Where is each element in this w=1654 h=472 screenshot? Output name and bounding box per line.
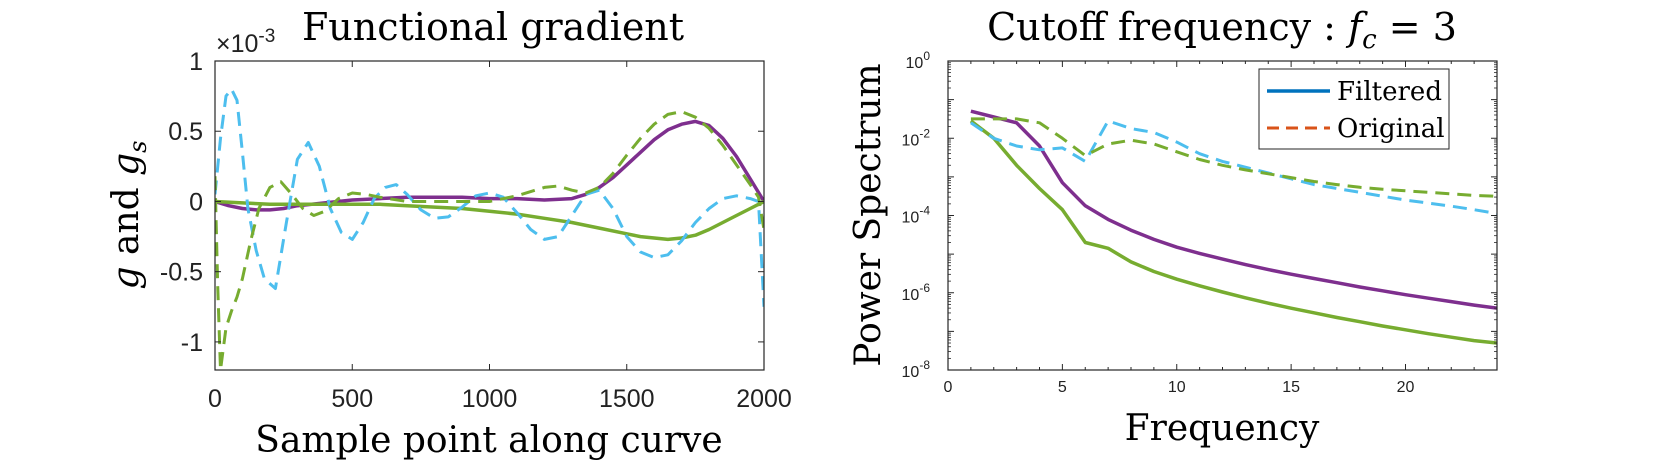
left-series-line-0	[215, 119, 764, 212]
right-ticks: 0 5 10 15 20 100 10-2 10-4 10-6 10-8	[902, 49, 1498, 396]
ylabel-sub-s: s	[124, 140, 152, 152]
right-chart: Cutoff frequency : fc = 3 0 5 10 15 20 100 10-…	[848, 5, 1498, 449]
exponent-label-base: ×10	[216, 30, 258, 58]
left-y-tick-label: -0.5	[160, 259, 203, 287]
right-chart-title: Cutoff frequency : fc = 3	[987, 5, 1457, 55]
right-x-tick-label: 15	[1282, 379, 1300, 396]
left-axes-box	[214, 60, 765, 371]
legend-filtered-label: Filtered	[1337, 77, 1442, 107]
right-y-axis-label: Power Spectrum	[848, 63, 889, 366]
right-series-line-0	[970, 109, 1497, 310]
left-y-tick-label: 0.5	[168, 118, 203, 146]
left-x-tick-label: 500	[331, 385, 373, 413]
right-title-sub: c	[1362, 25, 1377, 55]
right-y-tick-label: 10-8	[902, 358, 931, 381]
right-x-tick-label: 5	[1058, 379, 1067, 396]
left-x-tick-label: 1500	[599, 385, 655, 413]
left-plot-area	[215, 87, 764, 370]
left-chart: Functional gradient ×10-3 0 500 1000 1500 20…	[106, 5, 792, 461]
left-ticks: 0 500 1000 1500 2000 1 0.5 0 -0.5 -1	[160, 48, 792, 413]
right-plot-area	[969, 109, 1497, 345]
exponent-label: ×10-3	[216, 26, 275, 58]
legend-box	[1258, 68, 1450, 150]
left-chart-title: Functional gradient	[302, 5, 684, 49]
right-x-tick-label: 0	[944, 379, 953, 396]
right-series-line-2	[970, 119, 1497, 216]
right-y-tick-label: 10-2	[902, 126, 931, 149]
right-title-prefix: Cutoff frequency :	[987, 5, 1348, 49]
left-y-axis-label: g and gs	[106, 140, 152, 289]
ylabel-and: and	[106, 176, 147, 267]
left-series-line-2	[215, 87, 764, 307]
left-y-tick-label: -1	[181, 329, 203, 357]
right-x-axis-label: Frequency	[1125, 408, 1320, 449]
left-x-axis-label: Sample point along curve	[255, 420, 722, 461]
ylabel-g: g	[106, 266, 147, 289]
left-series-line-3	[215, 110, 764, 370]
right-series-line-3	[970, 117, 1497, 198]
left-x-tick-label: 2000	[736, 385, 792, 413]
left-y-tick-label: 0	[189, 188, 203, 216]
right-x-tick-label: 20	[1397, 379, 1415, 396]
right-x-tick-label: 10	[1168, 379, 1186, 396]
left-x-tick-label: 0	[208, 385, 222, 413]
right-series-line-1	[969, 119, 1497, 345]
legend-original-label: Original	[1337, 114, 1445, 144]
left-y-tick-label: 1	[189, 48, 203, 76]
right-y-tick-label: 10-6	[902, 281, 931, 304]
right-y-tick-label: 10-4	[902, 204, 931, 227]
exponent-label-power: -3	[258, 26, 275, 47]
left-x-tick-label: 1000	[462, 385, 518, 413]
right-title-suffix: = 3	[1377, 5, 1457, 49]
right-y-tick-label: 100	[906, 49, 931, 72]
ylabel-g2: g	[106, 153, 147, 176]
legend: Filtered Original	[1258, 68, 1450, 150]
